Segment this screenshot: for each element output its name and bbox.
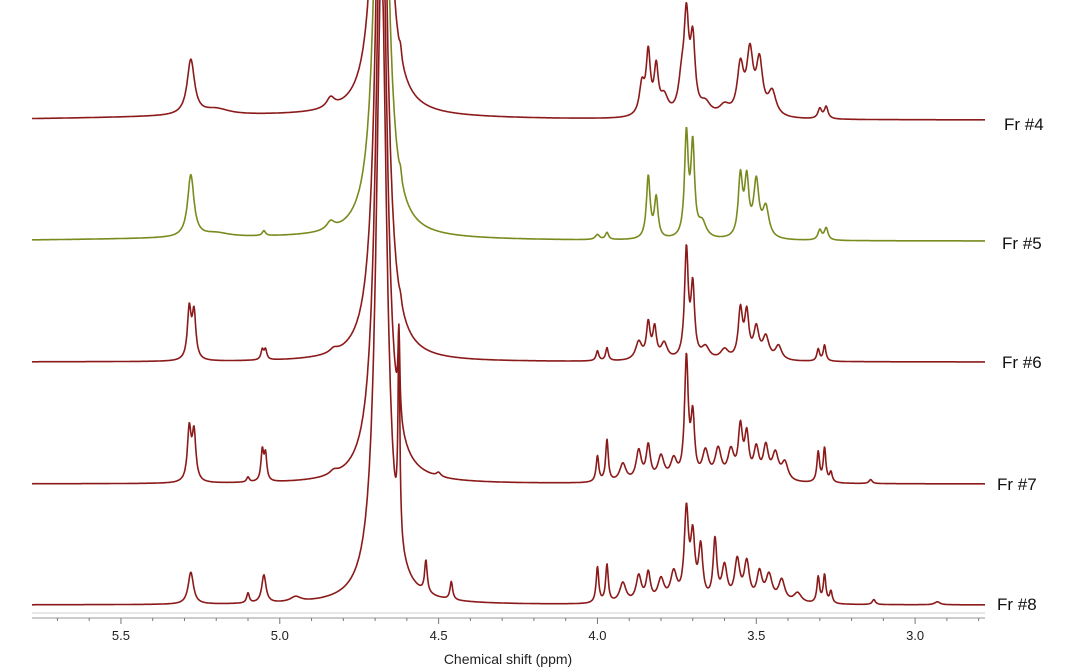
series-label-3: Fr #6 (1002, 353, 1042, 372)
spectrum-trace-2 (31, 0, 986, 242)
spectrum-trace-5 (31, 0, 986, 606)
x-axis-title: Chemical shift (ppm) (444, 651, 572, 667)
x-tick-label-1: 5.5 (112, 628, 130, 643)
x-tick-label-5: 3.5 (747, 628, 765, 643)
x-axis-ticks: 5.5 5.0 4.5 4.0 3.5 3.0 (56, 618, 980, 643)
series-label-1: Fr #4 (1004, 115, 1044, 134)
series-labels: Fr #4 Fr #5 Fr #6 Fr #7 Fr #8 (997, 115, 1044, 614)
x-tick-label-6: 3.0 (906, 628, 924, 643)
series-label-4: Fr #7 (997, 475, 1037, 494)
series-label-5: Fr #8 (997, 595, 1037, 614)
x-tick-label-3: 4.5 (430, 628, 448, 643)
x-tick-label-2: 5.0 (271, 628, 289, 643)
x-tick-label-4: 4.0 (588, 628, 606, 643)
series-label-2: Fr #5 (1002, 234, 1042, 253)
spectra-traces (31, 0, 986, 606)
spectrum-trace-3 (31, 0, 986, 363)
spectrum-trace-4 (31, 0, 986, 485)
spectrum-trace-1 (31, 0, 986, 121)
x-axis: 5.5 5.0 4.5 4.0 3.5 3.0 (32, 612, 985, 643)
